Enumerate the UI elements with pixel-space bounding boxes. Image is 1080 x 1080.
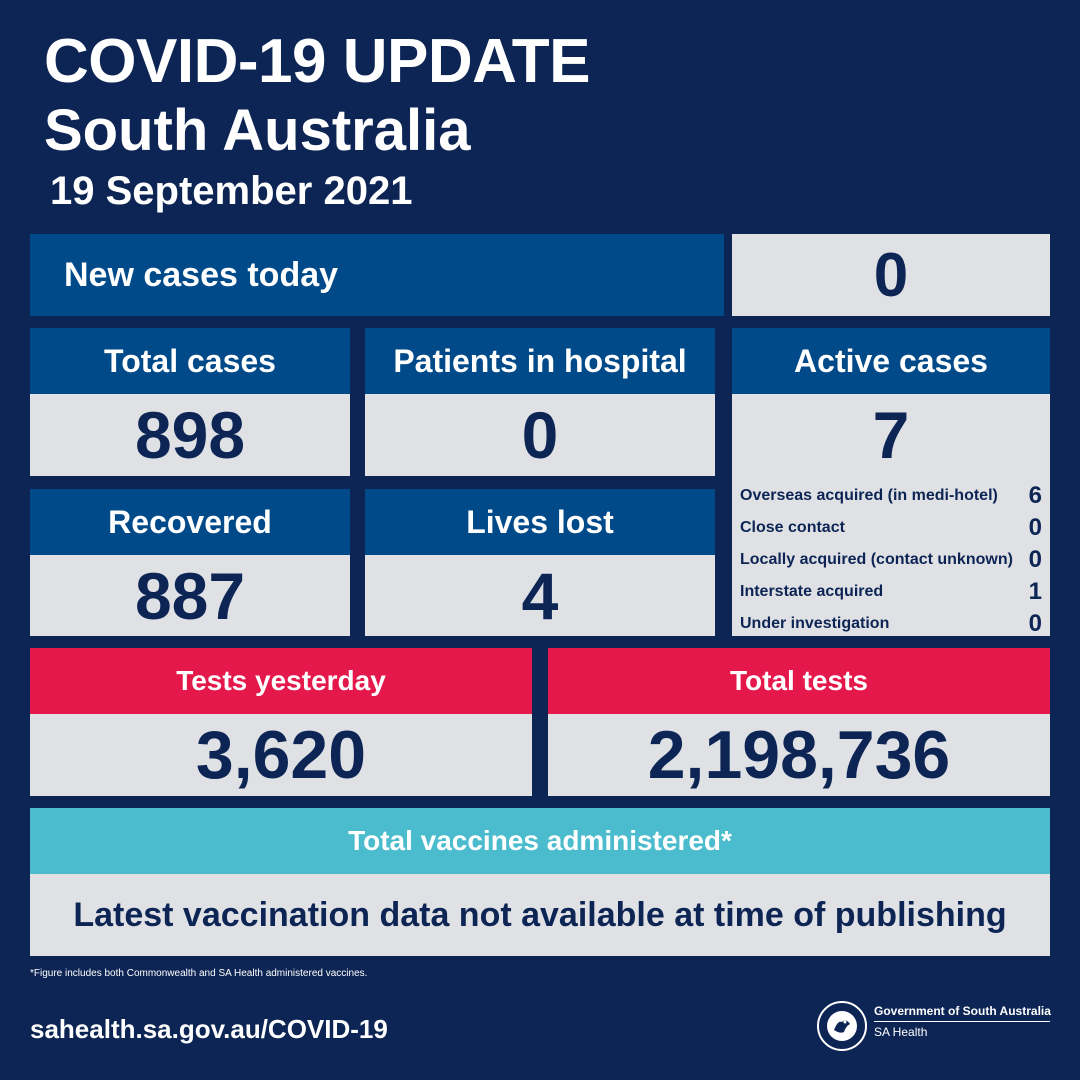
breakdown-value: 0	[1028, 514, 1042, 541]
vaccines-footnote: *Figure includes both Commonwealth and S…	[30, 968, 368, 979]
state-emblem-icon	[816, 1000, 868, 1052]
patients-in-hospital-label: Patients in hospital	[365, 328, 715, 394]
vaccines-status-message: Latest vaccination data not available at…	[30, 874, 1050, 956]
tests-yesterday-label: Tests yesterday	[30, 648, 532, 714]
recovered-value: 887	[30, 555, 350, 636]
breakdown-value: 0	[1028, 546, 1042, 573]
active-cases-breakdown: Overseas acquired (in medi-hotel) 6 Clos…	[732, 476, 1050, 637]
patients-in-hospital-value: 0	[365, 394, 715, 476]
total-tests-label: Total tests	[548, 648, 1050, 714]
breakdown-value: 1	[1028, 578, 1042, 605]
total-cases-label: Total cases	[30, 328, 350, 394]
recovered-label: Recovered	[30, 489, 350, 555]
lives-lost-value: 4	[365, 555, 715, 636]
breakdown-value: 6	[1028, 482, 1042, 509]
report-date: 19 September 2021	[50, 169, 413, 213]
tests-yesterday-value: 3,620	[30, 714, 532, 796]
active-cases-label: Active cases	[732, 328, 1050, 394]
department-name: SA Health	[874, 1025, 928, 1039]
total-tests-value: 2,198,736	[548, 714, 1050, 796]
active-cases-value: 7	[732, 394, 1050, 476]
breakdown-row-locally-acquired: Locally acquired (contact unknown) 0	[740, 544, 1042, 576]
lives-lost-label: Lives lost	[365, 489, 715, 555]
breakdown-row-overseas: Overseas acquired (in medi-hotel) 6	[740, 480, 1042, 512]
breakdown-label: Close contact	[740, 519, 845, 536]
breakdown-label: Locally acquired (contact unknown)	[740, 551, 1013, 568]
breakdown-row-under-investigation: Under investigation 0	[740, 608, 1042, 640]
breakdown-label: Under investigation	[740, 615, 890, 632]
new-cases-value: 0	[732, 234, 1050, 316]
vaccines-label: Total vaccines administered*	[30, 808, 1050, 874]
website-url[interactable]: sahealth.sa.gov.au/COVID-19	[30, 1014, 388, 1044]
breakdown-value: 0	[1028, 610, 1042, 637]
breakdown-row-close-contact: Close contact 0	[740, 512, 1042, 544]
breakdown-row-interstate: Interstate acquired 1	[740, 576, 1042, 608]
new-cases-label: New cases today	[30, 234, 724, 316]
total-cases-value: 898	[30, 394, 350, 476]
region-subtitle: South Australia	[44, 98, 471, 163]
government-name: Government of South Australia	[874, 1004, 1051, 1022]
breakdown-label: Interstate acquired	[740, 583, 884, 600]
page-title: COVID-19 UPDATE	[44, 27, 591, 96]
breakdown-label: Overseas acquired (in medi-hotel)	[740, 487, 998, 504]
